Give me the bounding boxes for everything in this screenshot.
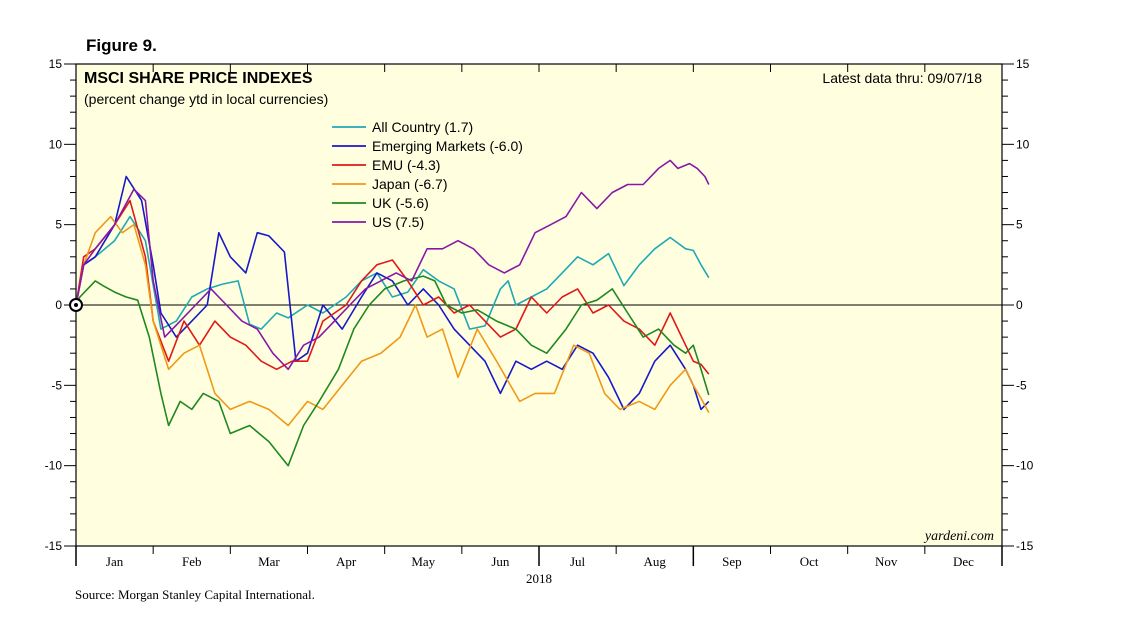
chart-title: MSCI SHARE PRICE INDEXES bbox=[84, 70, 313, 87]
chart-subtitle: (percent change ytd in local currencies) bbox=[84, 91, 328, 107]
legend-label: All Country (1.7) bbox=[372, 119, 473, 135]
y-tick-label-right: -15 bbox=[1016, 539, 1034, 553]
x-axis-label: 2018 bbox=[526, 571, 552, 586]
x-tick-label: Jul bbox=[570, 554, 586, 569]
source-note: Source: Morgan Stanley Capital Internati… bbox=[75, 587, 315, 602]
y-tick-label-left: -10 bbox=[45, 459, 63, 473]
legend-label: EMU (-4.3) bbox=[372, 157, 440, 173]
y-tick-label-left: 5 bbox=[55, 218, 62, 232]
series-line-all-country bbox=[75, 215, 710, 330]
y-tick-label-left: 10 bbox=[49, 137, 63, 151]
legend-label: Emerging Markets (-6.0) bbox=[372, 138, 523, 154]
x-tick-label: Aug bbox=[644, 554, 667, 569]
legend-label: UK (-5.6) bbox=[372, 195, 429, 211]
series-line-emerging-markets bbox=[75, 175, 710, 411]
y-tick-label-left: 0 bbox=[55, 298, 62, 312]
y-tick-label-right: -10 bbox=[1016, 459, 1034, 473]
x-tick-label: Apr bbox=[336, 554, 357, 569]
x-tick-label: Oct bbox=[800, 554, 819, 569]
x-tick-label: May bbox=[411, 554, 435, 569]
figure-label: Figure 9. bbox=[86, 36, 157, 55]
legend-label: US (7.5) bbox=[372, 214, 424, 230]
y-tick-label-left: -5 bbox=[51, 378, 62, 392]
y-tick-label-left: 15 bbox=[49, 57, 63, 71]
legend-label: Japan (-6.7) bbox=[372, 176, 447, 192]
series-line-us bbox=[75, 159, 710, 371]
y-tick-label-right: 15 bbox=[1016, 57, 1030, 71]
y-tick-label-right: -5 bbox=[1016, 378, 1027, 392]
x-tick-label: Nov bbox=[875, 554, 898, 569]
x-tick-label: Sep bbox=[722, 554, 742, 569]
x-tick-label: Jan bbox=[106, 554, 124, 569]
watermark: yardeni.com bbox=[923, 529, 994, 544]
series-line-uk bbox=[75, 275, 710, 467]
x-tick-label: Feb bbox=[182, 554, 202, 569]
latest-data-note: Latest data thru: 09/07/18 bbox=[822, 70, 982, 86]
series-line-emu bbox=[75, 199, 710, 375]
y-tick-label-left: -15 bbox=[45, 539, 63, 553]
y-tick-label-right: 10 bbox=[1016, 137, 1030, 151]
x-tick-label: Mar bbox=[258, 554, 280, 569]
origin-marker-dot bbox=[74, 303, 78, 307]
x-tick-label: Dec bbox=[953, 554, 974, 569]
series-line-japan bbox=[75, 215, 710, 427]
x-tick-label: Jun bbox=[491, 554, 510, 569]
y-tick-label-right: 5 bbox=[1016, 218, 1023, 232]
y-tick-label-right: 0 bbox=[1016, 298, 1023, 312]
